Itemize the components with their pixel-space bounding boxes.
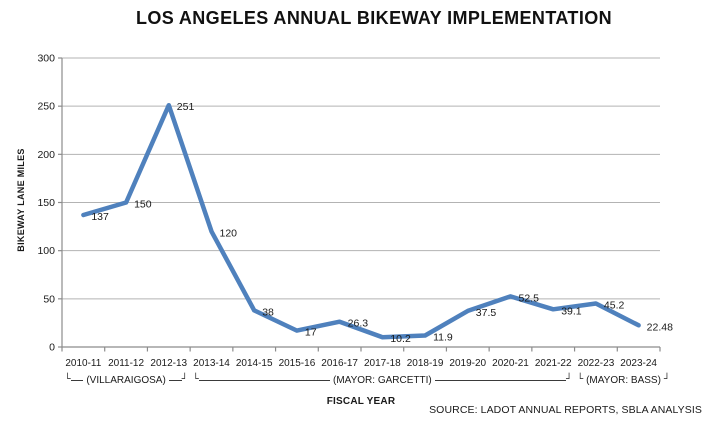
data-label: 22.48 bbox=[647, 321, 673, 333]
x-tick-label: 2019-20 bbox=[449, 358, 486, 369]
data-label: 150 bbox=[134, 199, 152, 211]
mayor-term-label: (MAYOR: GARCETTI) bbox=[333, 374, 432, 386]
data-label: 17 bbox=[305, 327, 317, 339]
bracket-right-corner-icon: ┘ bbox=[181, 374, 188, 385]
x-tick-label: 2020-21 bbox=[492, 358, 529, 369]
x-tick-label: 2012-13 bbox=[150, 358, 187, 369]
x-tick-label: 2017-18 bbox=[364, 358, 401, 369]
data-label: 26.3 bbox=[348, 318, 369, 330]
data-label: 39.1 bbox=[561, 305, 582, 317]
bracket-line bbox=[198, 379, 330, 381]
bracket-right-corner-icon: ┘ bbox=[566, 374, 573, 385]
x-tick-label: 2022-23 bbox=[578, 358, 615, 369]
bracket-line bbox=[168, 379, 182, 381]
x-tick-label: 2023-24 bbox=[620, 358, 657, 369]
data-label: 120 bbox=[220, 227, 238, 239]
data-label: 52.5 bbox=[519, 292, 540, 304]
mayor-bracket-villaraigosa: └ (VILLARAIGOSA) ┘ bbox=[65, 373, 188, 387]
bracket-left-corner-icon: └ bbox=[192, 374, 199, 385]
x-tick-label: 2016-17 bbox=[321, 358, 358, 369]
y-tick-label: 0 bbox=[49, 342, 55, 354]
bracket-left-corner-icon: └ bbox=[577, 374, 584, 385]
y-tick-label: 50 bbox=[43, 293, 55, 305]
x-tick-label: 2013-14 bbox=[193, 358, 230, 369]
x-axis-title: FISCAL YEAR bbox=[326, 396, 396, 407]
x-tick-label: 2011-12 bbox=[108, 358, 144, 369]
chart-title: LOS ANGELES ANNUAL BIKEWAY IMPLEMENTATIO… bbox=[135, 8, 613, 28]
mayor-term-label: (MAYOR: BASS) bbox=[586, 374, 661, 386]
data-label: 38 bbox=[262, 306, 274, 318]
y-tick-label: 250 bbox=[37, 101, 55, 113]
mayor-bracket-bass: └ (MAYOR: BASS) ┘ bbox=[577, 373, 670, 387]
y-tick-label: 300 bbox=[37, 53, 55, 65]
x-tick-label: 2014-15 bbox=[236, 358, 273, 369]
data-label: 137 bbox=[91, 211, 109, 223]
y-tick-label: 200 bbox=[37, 149, 55, 161]
mayor-bracket-garcetti: └ (MAYOR: GARCETTI) ┘ bbox=[193, 373, 572, 387]
bracket-left-corner-icon: └ bbox=[64, 374, 71, 385]
bracket-line bbox=[70, 379, 84, 381]
y-tick-label: 100 bbox=[37, 245, 55, 257]
y-tick-label: 150 bbox=[37, 197, 55, 209]
series-line bbox=[81, 102, 641, 340]
data-label: 251 bbox=[177, 101, 195, 113]
data-label: 37.5 bbox=[476, 307, 497, 319]
x-tick-label: 2021-22 bbox=[535, 358, 572, 369]
mayor-term-label: (VILLARAIGOSA) bbox=[86, 374, 166, 386]
data-label: 45.2 bbox=[604, 299, 625, 311]
bracket-right-corner-icon: ┘ bbox=[663, 374, 670, 385]
x-tick-label: 2010-11 bbox=[65, 358, 101, 369]
x-tick-label: 2018-19 bbox=[407, 358, 444, 369]
bracket-line bbox=[434, 379, 567, 381]
source-note: SOURCE: LADOT ANNUAL REPORTS, SBLA ANALY… bbox=[429, 404, 702, 416]
data-label: 10.2 bbox=[390, 333, 411, 345]
data-label: 11.9 bbox=[433, 332, 453, 344]
x-tick-label: 2015-16 bbox=[279, 358, 316, 369]
